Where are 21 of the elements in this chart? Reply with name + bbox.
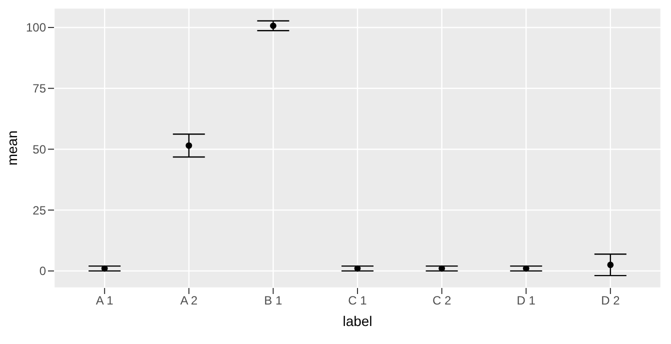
point — [270, 22, 276, 29]
x-tick-label: B 1 — [264, 294, 283, 308]
point — [101, 265, 108, 272]
x-tick-label: A 1 — [96, 294, 114, 308]
y-tick-label: 25 — [32, 203, 46, 218]
x-tick-label: C 1 — [348, 294, 368, 308]
x-tick-label: D 2 — [601, 294, 620, 308]
x-tick-label: C 2 — [432, 294, 452, 308]
y-tick-label: 100 — [26, 20, 46, 35]
y-tick-label: 0 — [39, 264, 46, 278]
y-tick-label: 75 — [32, 82, 46, 96]
y-tick-label: 50 — [32, 142, 46, 156]
x-tick-label: A 2 — [180, 294, 198, 308]
point — [438, 265, 446, 272]
point — [186, 142, 192, 149]
point — [522, 265, 530, 272]
point — [354, 265, 361, 272]
point — [607, 262, 614, 268]
x-axis-title: label — [342, 313, 372, 329]
x-tick-label: D 1 — [516, 294, 536, 308]
y-axis-title: mean — [4, 130, 20, 166]
